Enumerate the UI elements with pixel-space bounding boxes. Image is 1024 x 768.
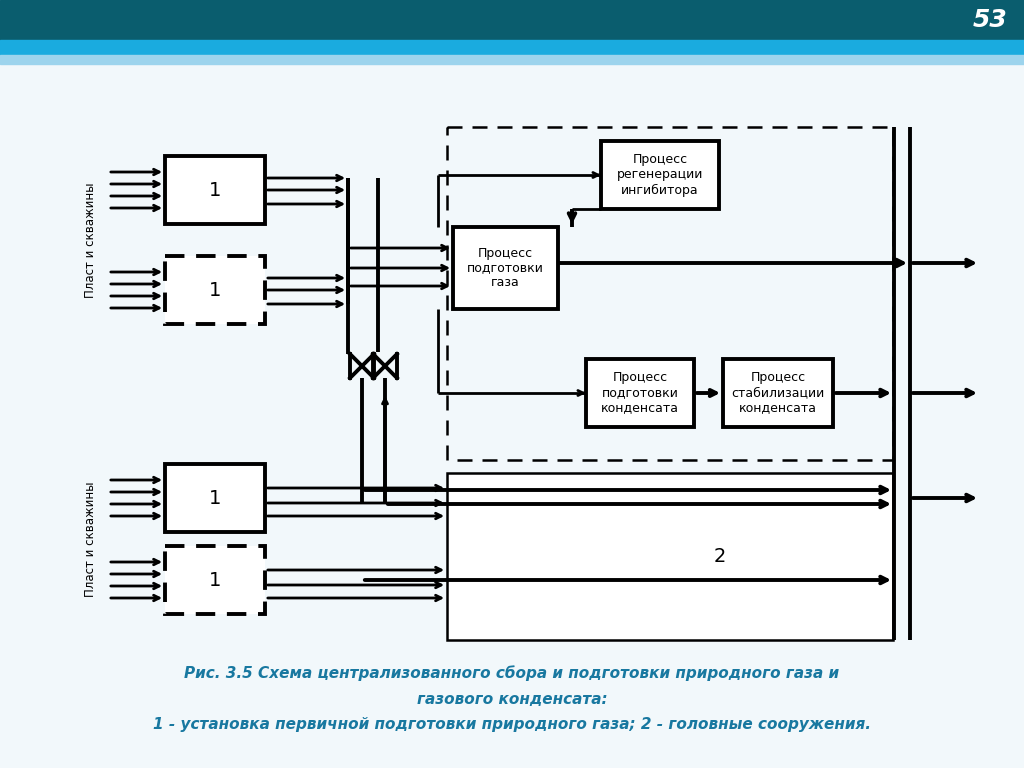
Text: 1: 1 bbox=[209, 571, 221, 590]
Text: газового конденсата:: газового конденсата: bbox=[417, 691, 607, 707]
Text: 1: 1 bbox=[209, 488, 221, 508]
Bar bbox=[0, 0, 1024, 40]
Bar bbox=[586, 359, 694, 427]
Bar bbox=[601, 141, 719, 209]
Bar bbox=[165, 546, 265, 614]
Bar bbox=[165, 464, 265, 532]
Text: Процесс
подготовки
конденсата: Процесс подготовки конденсата bbox=[601, 372, 679, 415]
Text: 1: 1 bbox=[209, 180, 221, 200]
Text: Рис. 3.5 Схема централизованного сбора и подготовки природного газа и: Рис. 3.5 Схема централизованного сбора и… bbox=[184, 665, 840, 681]
Text: Процесс
подготовки
газа: Процесс подготовки газа bbox=[467, 247, 544, 290]
Bar bbox=[165, 256, 265, 324]
Bar bbox=[0, 55, 1024, 64]
Text: 2: 2 bbox=[714, 548, 726, 567]
Text: 1: 1 bbox=[209, 280, 221, 300]
Bar bbox=[447, 127, 893, 460]
Text: Процесс
регенерации
ингибитора: Процесс регенерации ингибитора bbox=[616, 154, 703, 197]
Text: 53: 53 bbox=[973, 8, 1008, 32]
Text: Пласт и скважины: Пласт и скважины bbox=[84, 482, 96, 597]
Text: Пласт и скважины: Пласт и скважины bbox=[84, 182, 96, 298]
Bar bbox=[723, 359, 833, 427]
Bar bbox=[0, 40, 1024, 55]
Bar bbox=[447, 473, 893, 640]
Bar bbox=[453, 227, 557, 309]
Text: Процесс
стабилизации
конденсата: Процесс стабилизации конденсата bbox=[731, 372, 824, 415]
Text: 1 - установка первичной подготовки природного газа; 2 - головные сооружения.: 1 - установка первичной подготовки приро… bbox=[153, 717, 871, 733]
Bar bbox=[165, 156, 265, 224]
